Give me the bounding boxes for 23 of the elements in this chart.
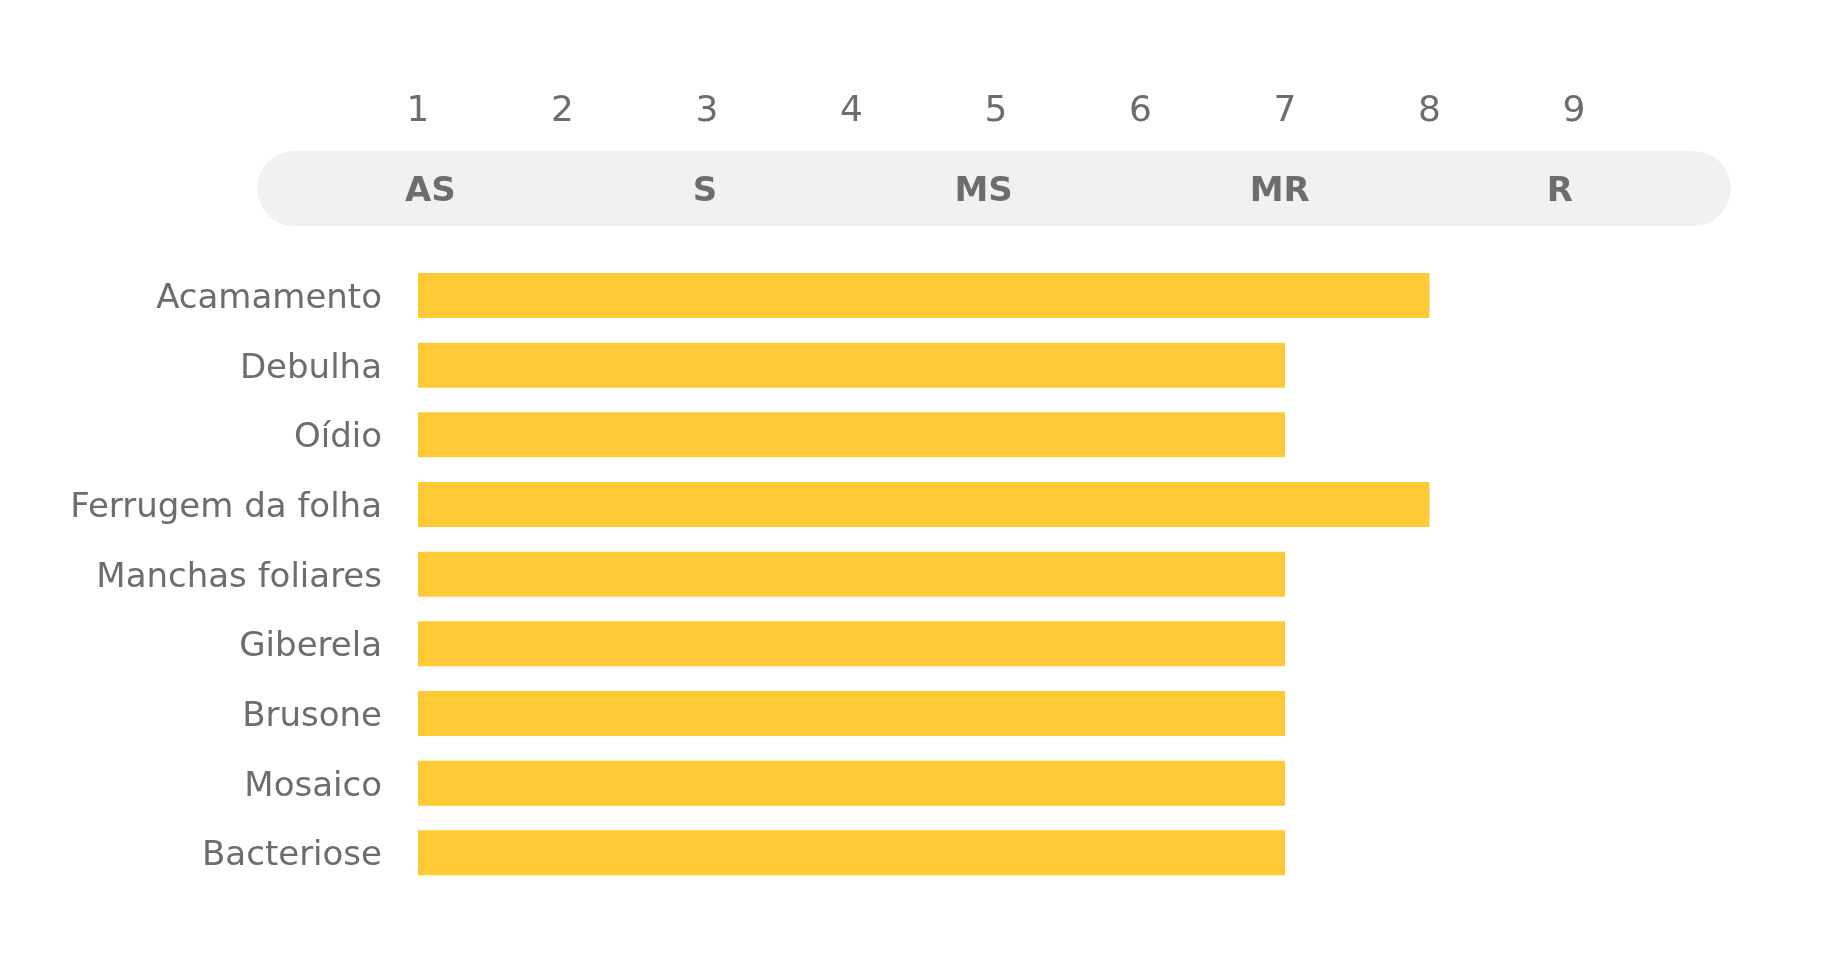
y-tick-label: Acamamento (156, 275, 382, 316)
x-tick-label: 4 (840, 88, 863, 129)
text: S (692, 168, 718, 209)
x-tick-label: 9 (1562, 88, 1586, 129)
y-tick-label: Giberela (239, 624, 382, 665)
x-tick-label: 6 (1129, 88, 1152, 129)
y-tick-label: Bacteriose (202, 833, 382, 874)
text: MS (954, 168, 1013, 209)
y-tick-label: Brusone (242, 693, 382, 734)
x-tick-label: 7 (1273, 88, 1297, 129)
text: R (1546, 168, 1573, 209)
x-tick-label: 8 (1418, 88, 1441, 129)
y-tick-label: Manchas foliares (96, 554, 382, 595)
x-tick-label: 1 (406, 88, 430, 129)
y-tick-label: Ferrugem da folha (70, 484, 382, 525)
text: AS (405, 168, 456, 209)
y-tick-label: Oídio (293, 415, 382, 456)
y-tick-label: Mosaico (244, 763, 382, 804)
y-tick-label: Debulha (239, 345, 382, 386)
text: MR (1249, 168, 1310, 209)
x-tick-label: 3 (695, 88, 719, 129)
x-tick-label: 2 (551, 88, 574, 129)
x-tick-label: 5 (984, 88, 1008, 129)
